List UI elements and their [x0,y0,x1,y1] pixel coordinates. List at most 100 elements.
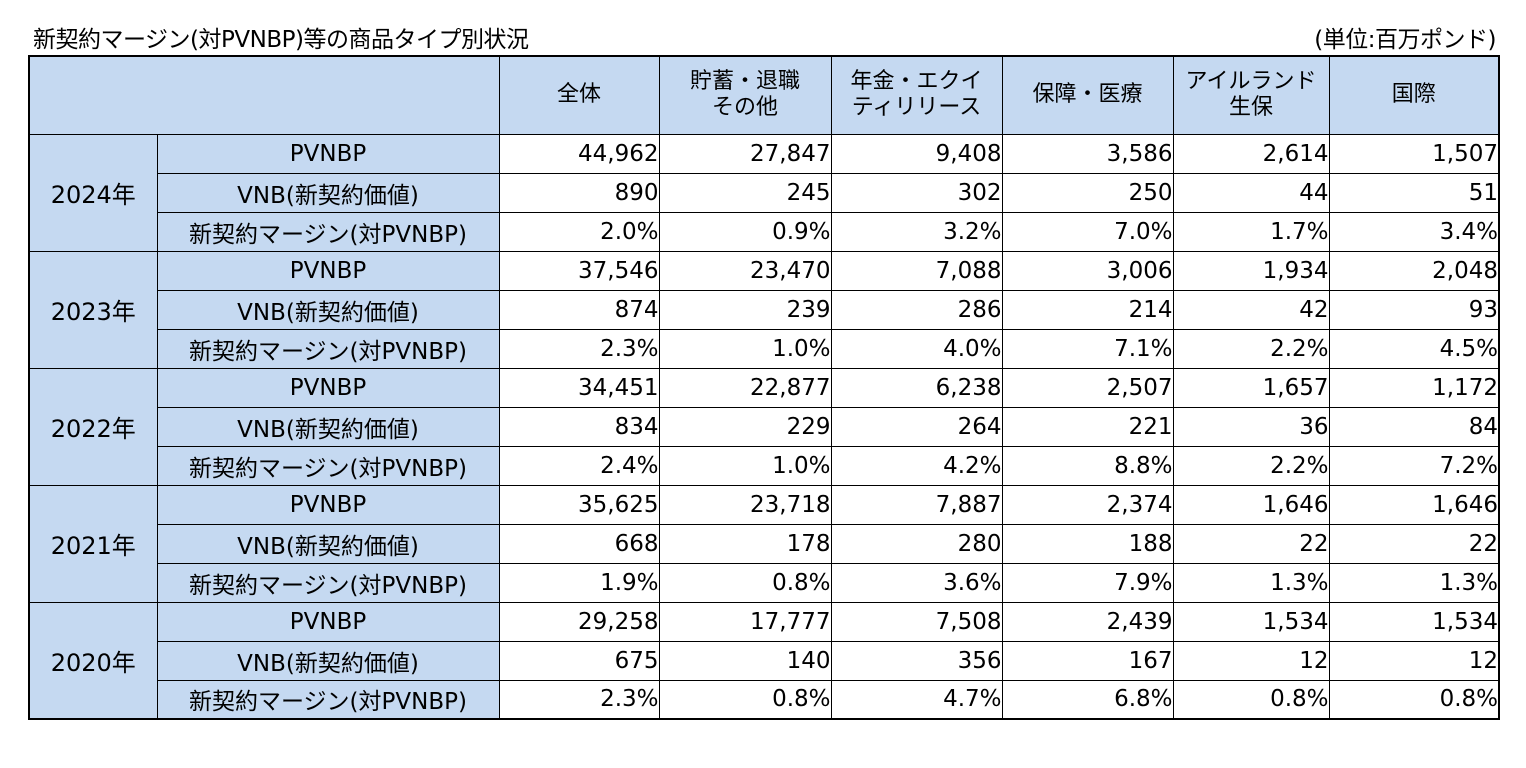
value-cell: 245 [658,172,832,213]
value-cell: 7.1% [1001,328,1174,369]
value-cell: 3.6% [830,562,1003,603]
value-cell: 1.3% [1328,562,1500,603]
value-cell: 1,172 [1328,367,1500,408]
metric-label: PVNBP [156,133,500,174]
metric-label: VNB(新契約価値) [156,289,500,330]
table-row: 2021年 PVNBP 35,625 23,718 7,887 2,374 1,646 1,6… [28,484,1500,603]
value-cell: 7,887 [830,484,1003,525]
metric-label: 新契約マージン(対PVNBP) [156,562,500,603]
year-cell: 2023年 [28,250,158,369]
year-group: 2020年 PVNBP 29,258 17,777 7,508 2,439 1,534 1,5… [28,601,1500,720]
value-cell: 3,586 [1001,133,1174,174]
value-cell: 1,657 [1172,367,1330,408]
metric-label: PVNBP [156,601,500,642]
value-cell: 9,408 [830,133,1003,174]
value-cell: 302 [830,172,1003,213]
metric-label: VNB(新契約価値) [156,172,500,213]
value-cell: 0.8% [1328,679,1500,720]
value-cell: 34,451 [498,367,660,408]
value-cell: 140 [658,640,832,681]
value-cell: 286 [830,289,1003,330]
value-cell: 214 [1001,289,1174,330]
value-cell: 1.3% [1172,562,1330,603]
metric-label: 新契約マージン(対PVNBP) [156,445,500,486]
metric-label: 新契約マージン(対PVNBP) [156,679,500,720]
value-cell: 1.0% [658,328,832,369]
column-header: 貯蓄・退職 その他 [658,55,832,135]
value-cell: 23,470 [658,250,832,291]
value-cell: 1.7% [1172,211,1330,252]
value-cell: 178 [658,523,832,564]
value-cell: 2.2% [1172,445,1330,486]
table-row: VNB(新契約価値) 834 229 264 221 36 84 [29,406,1500,447]
value-cell: 0.8% [658,679,832,720]
year-cell: 2020年 [28,601,158,720]
value-cell: 44,962 [498,133,660,174]
table-row: 新契約マージン(対PVNBP) 2.0% 0.9% 3.2% 7.0% 1.7% 3.4% [29,211,1500,252]
value-cell: 17,777 [658,601,832,642]
value-cell: 7.2% [1328,445,1500,486]
value-cell: 7.9% [1001,562,1174,603]
value-cell: 37,546 [498,250,660,291]
value-cell: 3,006 [1001,250,1174,291]
value-cell: 2,048 [1328,250,1500,291]
value-cell: 7,508 [830,601,1003,642]
year-group: 2024年 PVNBP 44,962 27,847 9,408 3,586 2,614 1,5… [28,133,1500,252]
value-cell: 0.8% [658,562,832,603]
value-cell: 356 [830,640,1003,681]
value-cell: 250 [1001,172,1174,213]
value-cell: 2.4% [498,445,660,486]
table-row: 2024年 PVNBP 44,962 27,847 9,408 3,586 2,614 1,5… [28,133,1500,252]
table-row: 2023年 PVNBP 37,546 23,470 7,088 3,006 1,934 2,0… [28,250,1500,369]
value-cell: 188 [1001,523,1174,564]
table-row: 2020年 PVNBP 29,258 17,777 7,508 2,439 1,534 1,5… [28,601,1500,720]
value-cell: 7,088 [830,250,1003,291]
value-cell: 1,507 [1328,133,1500,174]
value-cell: 2,374 [1001,484,1174,525]
value-cell: 22 [1328,523,1500,564]
value-cell: 2.2% [1172,328,1330,369]
value-cell: 6,238 [830,367,1003,408]
value-cell: 1.9% [498,562,660,603]
value-cell: 3.4% [1328,211,1500,252]
metric-label: PVNBP [156,484,500,525]
value-cell: 93 [1328,289,1500,330]
value-cell: 44 [1172,172,1330,213]
value-cell: 4.5% [1328,328,1500,369]
unit-label: (単位:百万ポンド) [1314,27,1496,53]
data-table: 全体 貯蓄・退職 その他 年金・エクイ ティリリース 保障・医療 アイルランド 生保 … [28,55,1500,720]
value-cell: 1,646 [1172,484,1330,525]
metric-label: 新契約マージン(対PVNBP) [156,211,500,252]
table-title: 新契約マージン(対PVNBP)等の商品タイプ別状況 [33,27,529,53]
column-header: 国際 [1328,55,1500,135]
value-cell: 51 [1328,172,1500,213]
value-cell: 1,646 [1328,484,1500,525]
year-cell: 2022年 [28,367,158,486]
column-header: アイルランド 生保 [1172,55,1330,135]
value-cell: 1,934 [1172,250,1330,291]
value-cell: 239 [658,289,832,330]
value-cell: 2,439 [1001,601,1174,642]
metric-label: VNB(新契約価値) [156,406,500,447]
value-cell: 22 [1172,523,1330,564]
table-row: VNB(新契約価値) 675 140 356 167 12 12 [29,640,1500,681]
value-cell: 675 [498,640,660,681]
value-cell: 84 [1328,406,1500,447]
value-cell: 36 [1172,406,1330,447]
value-cell: 2.3% [498,328,660,369]
value-cell: 22,877 [658,367,832,408]
header-row: 全体 貯蓄・退職 その他 年金・エクイ ティリリース 保障・医療 アイルランド 生保 … [28,55,1500,135]
column-header: 全体 [498,55,660,135]
value-cell: 6.8% [1001,679,1174,720]
table-row: 新契約マージン(対PVNBP) 1.9% 0.8% 3.6% 7.9% 1.3% 1.3% [29,562,1500,603]
value-cell: 0.9% [658,211,832,252]
value-cell: 221 [1001,406,1174,447]
value-cell: 1.0% [658,445,832,486]
value-cell: 3.2% [830,211,1003,252]
table-row: VNB(新契約価値) 890 245 302 250 44 51 [29,172,1500,213]
value-cell: 8.8% [1001,445,1174,486]
value-cell: 35,625 [498,484,660,525]
metric-label: PVNBP [156,250,500,291]
year-cell: 2024年 [28,133,158,252]
metric-label: 新契約マージン(対PVNBP) [156,328,500,369]
